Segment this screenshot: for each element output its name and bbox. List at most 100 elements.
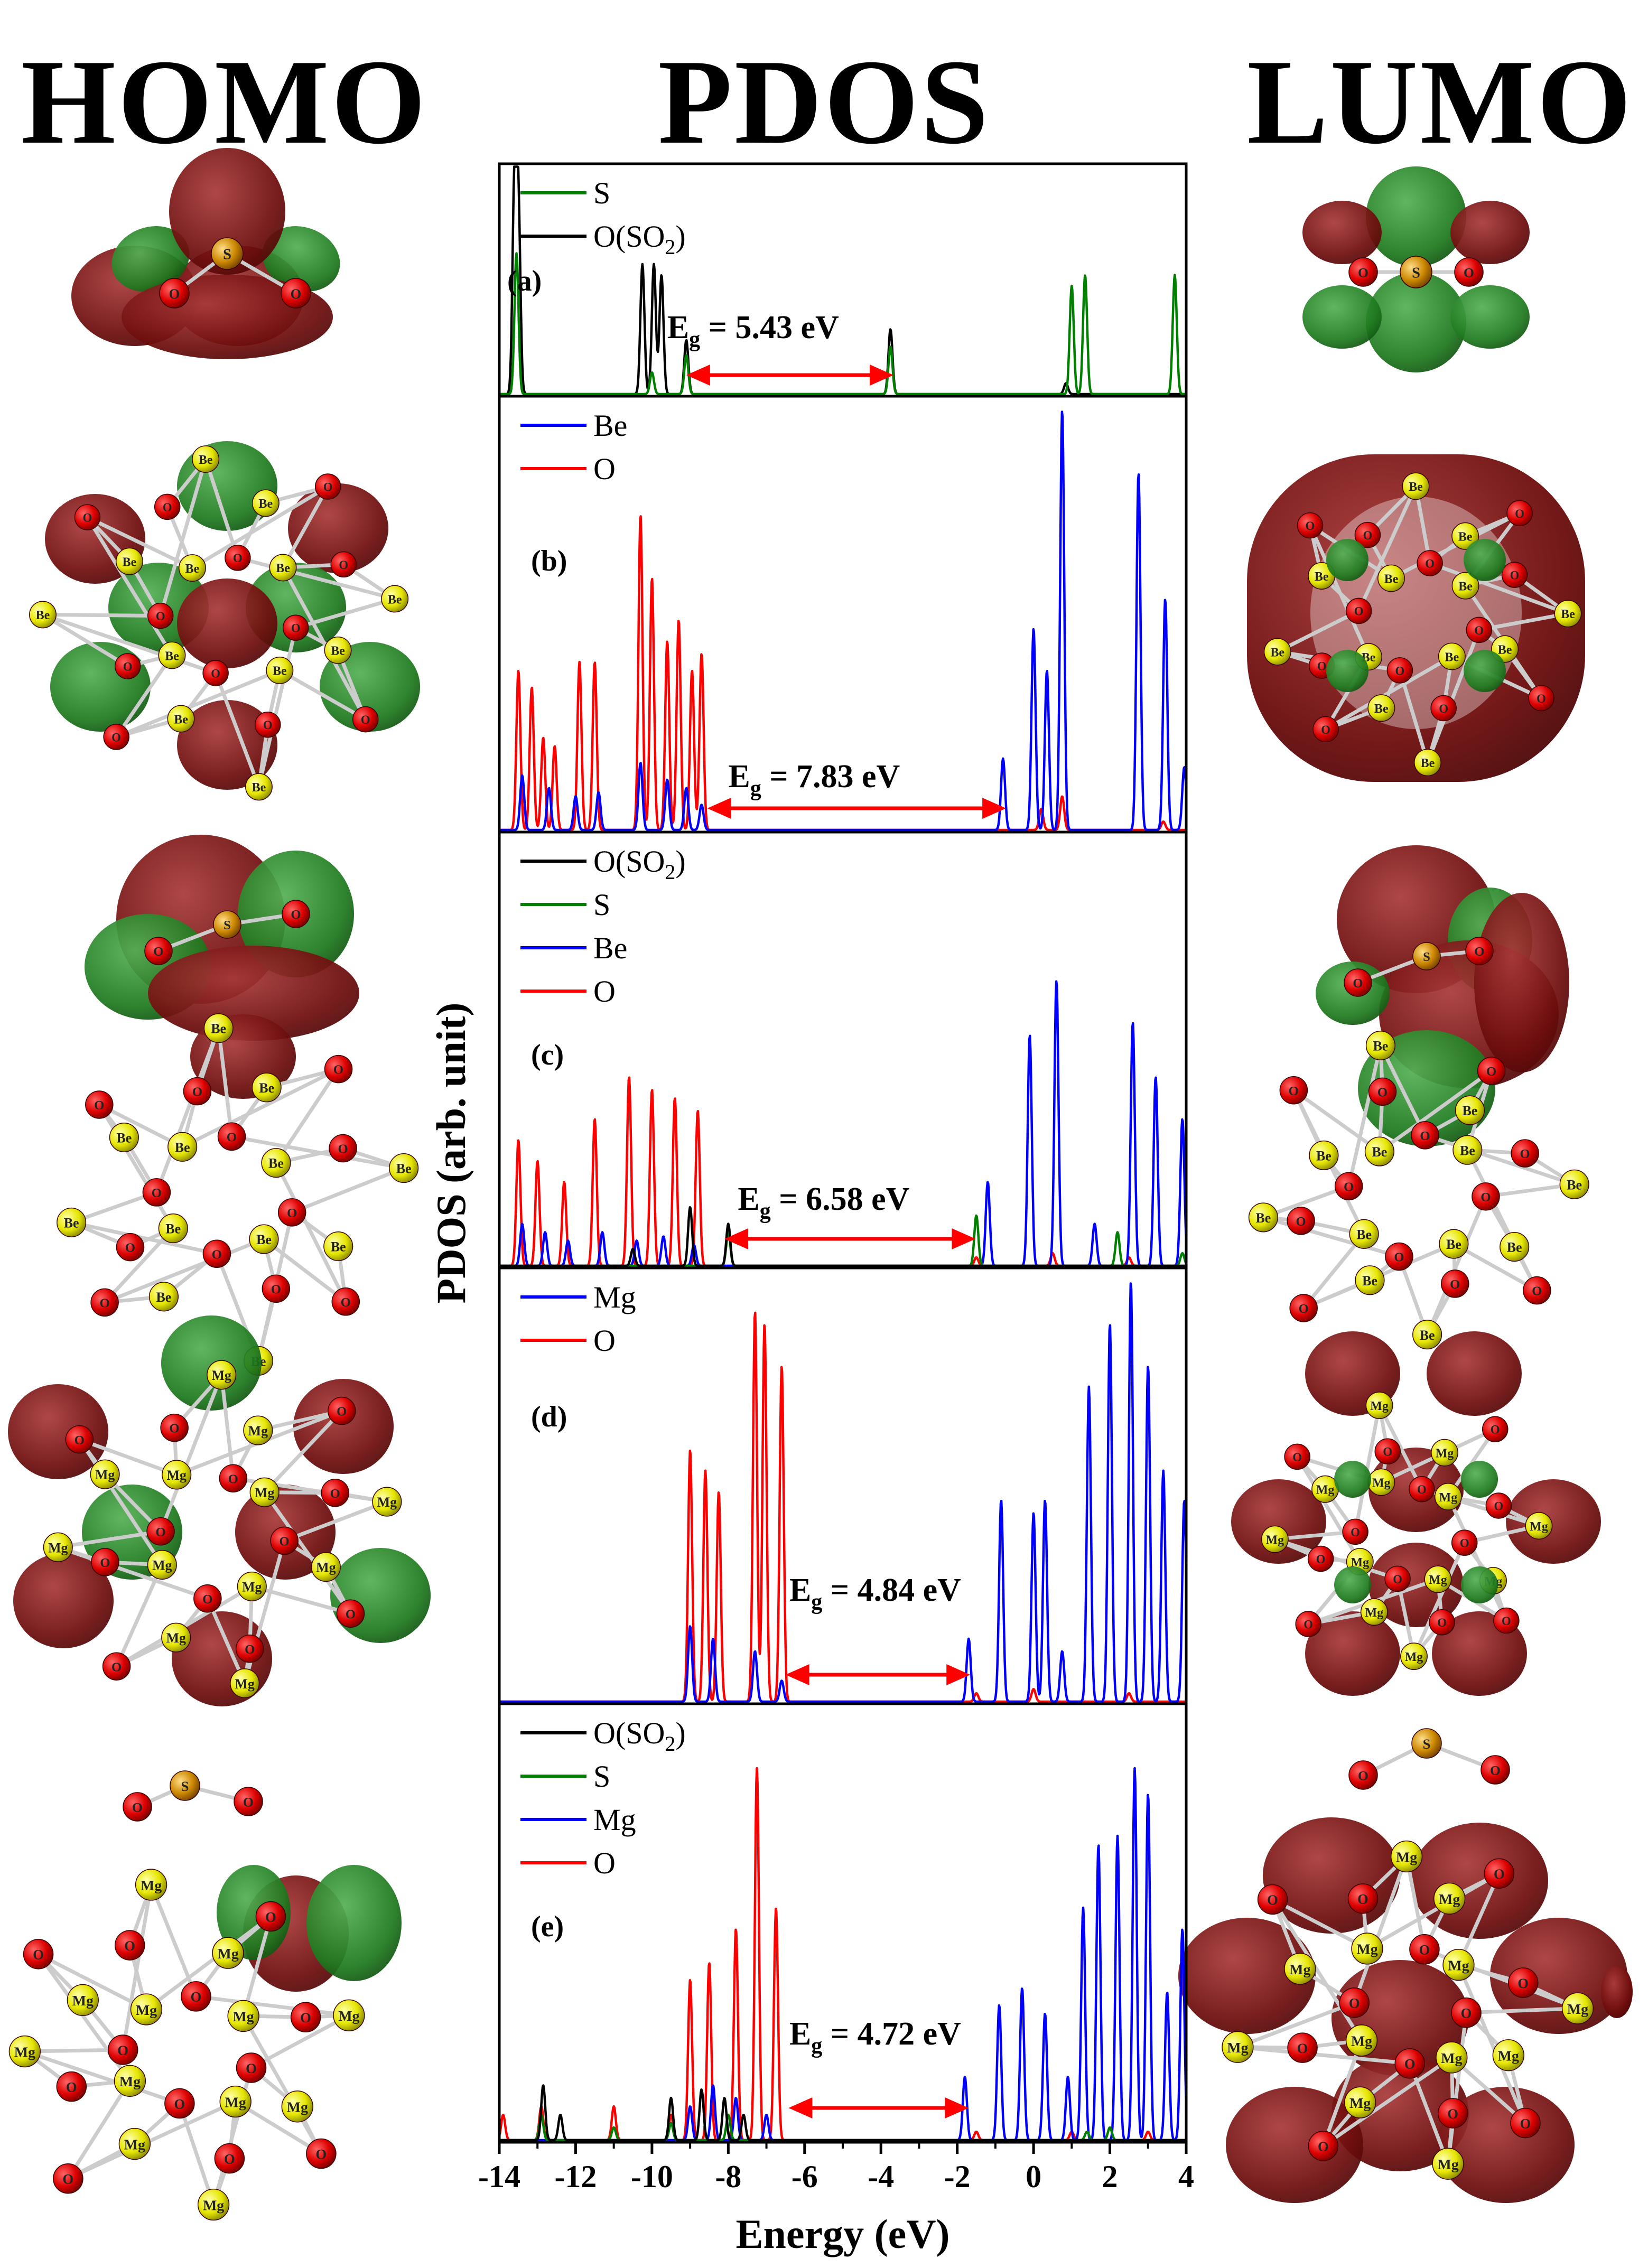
x-tick-label: -4	[868, 2159, 894, 2194]
orbital-lobe-green	[1366, 166, 1466, 267]
orbital-lobe-green	[1334, 1566, 1371, 1603]
atom-label: S	[1423, 1736, 1431, 1752]
bond	[181, 1067, 340, 1149]
atom-label: O	[1474, 624, 1484, 637]
legend-label: O(SO2)	[593, 844, 686, 884]
panel-label: (c)	[531, 1039, 564, 1071]
atom-o	[1368, 1077, 1397, 1106]
atom-o	[1441, 1270, 1469, 1298]
atom-label: Mg	[95, 1467, 115, 1482]
bond	[1457, 1964, 1528, 2124]
atom-label: O	[1267, 1892, 1278, 1908]
gap-arrow-head-left	[785, 1664, 809, 1685]
atom-mg	[1400, 1642, 1428, 1670]
atom-label: O	[1520, 1147, 1530, 1161]
orbital-lobe-green	[1461, 1461, 1498, 1498]
bond	[1271, 1898, 1363, 2042]
x-axis-label: Energy (eV)	[735, 2211, 949, 2257]
bond	[274, 1162, 348, 1303]
orbital-lobe-red	[293, 1379, 394, 1474]
atom-be	[1377, 564, 1405, 592]
atom-o	[1429, 1609, 1455, 1636]
bond	[263, 1237, 347, 1303]
orbital-lobe-red	[1601, 1965, 1633, 2018]
atom-be	[261, 1148, 291, 1178]
atom-label: O	[339, 558, 348, 572]
atom-be	[158, 1214, 188, 1244]
atom-label: Be	[36, 609, 50, 622]
atom-mg	[237, 1571, 267, 1601]
bond	[1296, 1455, 1362, 1563]
orbital-lobe-green	[217, 1865, 291, 1960]
atom-mg	[227, 2000, 259, 2032]
atom-label: Mg	[1349, 2095, 1371, 2112]
atom-mg	[1492, 2039, 1524, 2071]
atom-label: S	[181, 1778, 189, 1794]
atom-label: Be	[211, 1021, 226, 1037]
atom-label: O	[192, 1085, 202, 1099]
atom-label: O	[291, 622, 301, 635]
bond	[1426, 629, 1481, 763]
atom-o	[1507, 1967, 1539, 1998]
orbital-lobe-green	[1450, 285, 1530, 349]
atom-label: O	[1425, 557, 1435, 570]
atom-mg	[230, 1668, 260, 1698]
atom-label: O	[1354, 605, 1364, 618]
atom-label: O	[333, 1063, 343, 1077]
lumo-header: LUMO	[1247, 34, 1634, 169]
atom-be	[1355, 1265, 1385, 1295]
bond	[86, 516, 193, 570]
gap-arrow-head-left	[707, 798, 731, 819]
orbital-lobe-green	[1326, 539, 1368, 581]
atom-o	[255, 1901, 286, 1932]
atom-o	[277, 1198, 306, 1227]
bond	[97, 1104, 175, 1229]
atom-label: O	[94, 1098, 104, 1113]
atom-mg	[1284, 1953, 1316, 1985]
bond	[149, 1884, 198, 1998]
atom-label: O	[1510, 569, 1520, 582]
atom-o	[324, 1054, 353, 1084]
bond	[219, 1374, 235, 1479]
atom-label: O	[1395, 664, 1405, 677]
atom-label: O	[153, 945, 163, 959]
x-tick-label: -2	[944, 2159, 971, 2194]
atom-label: O	[1417, 1483, 1427, 1496]
atom-o	[103, 724, 129, 750]
atom-be	[389, 1153, 419, 1183]
legend-label: O(SO2)	[593, 219, 686, 259]
atom-label: O	[75, 1433, 85, 1448]
atom-label: O	[1321, 723, 1330, 736]
lumo-c-so2-be12o12: S O O O Be O Be O Be O Be O Be O Be O Be O Be O Be O Be O Be O Be	[1248, 845, 1589, 1350]
atom-mg	[1222, 2031, 1254, 2063]
atom-label: O	[227, 1130, 237, 1144]
bond	[37, 1952, 147, 2011]
atom-o	[1501, 562, 1528, 588]
orbital-lobe-green	[1302, 285, 1382, 349]
bond	[159, 1374, 224, 1533]
atom-label: O	[169, 286, 180, 302]
atom-o	[1465, 937, 1494, 965]
atom-be	[1453, 1135, 1483, 1165]
atom-label: Mg	[1405, 1650, 1423, 1664]
atom-label: Mg	[1441, 2050, 1462, 2067]
orbital-lobe-green	[1464, 650, 1506, 692]
atom-o	[107, 2034, 138, 2065]
orbital-lobe-green	[306, 1865, 402, 1981]
orbital-lobe-green	[1366, 272, 1466, 372]
bond	[1262, 1216, 1400, 1258]
gap-arrow-head-left	[788, 2097, 813, 2118]
atom-o	[1384, 1565, 1411, 1592]
x-tick-label: 2	[1102, 2159, 1118, 2194]
atom-label: O	[155, 1525, 165, 1539]
atom-be	[1402, 472, 1430, 500]
atom-o	[217, 1122, 246, 1151]
atom-label: O	[1377, 1085, 1388, 1099]
atom-o	[1287, 1207, 1315, 1235]
atom-label: Mg	[1448, 1957, 1469, 1974]
atom-label: Mg	[232, 2009, 254, 2025]
bond	[250, 2013, 350, 2070]
atom-s	[1411, 1728, 1442, 1759]
atom-label: O	[330, 1487, 340, 1501]
